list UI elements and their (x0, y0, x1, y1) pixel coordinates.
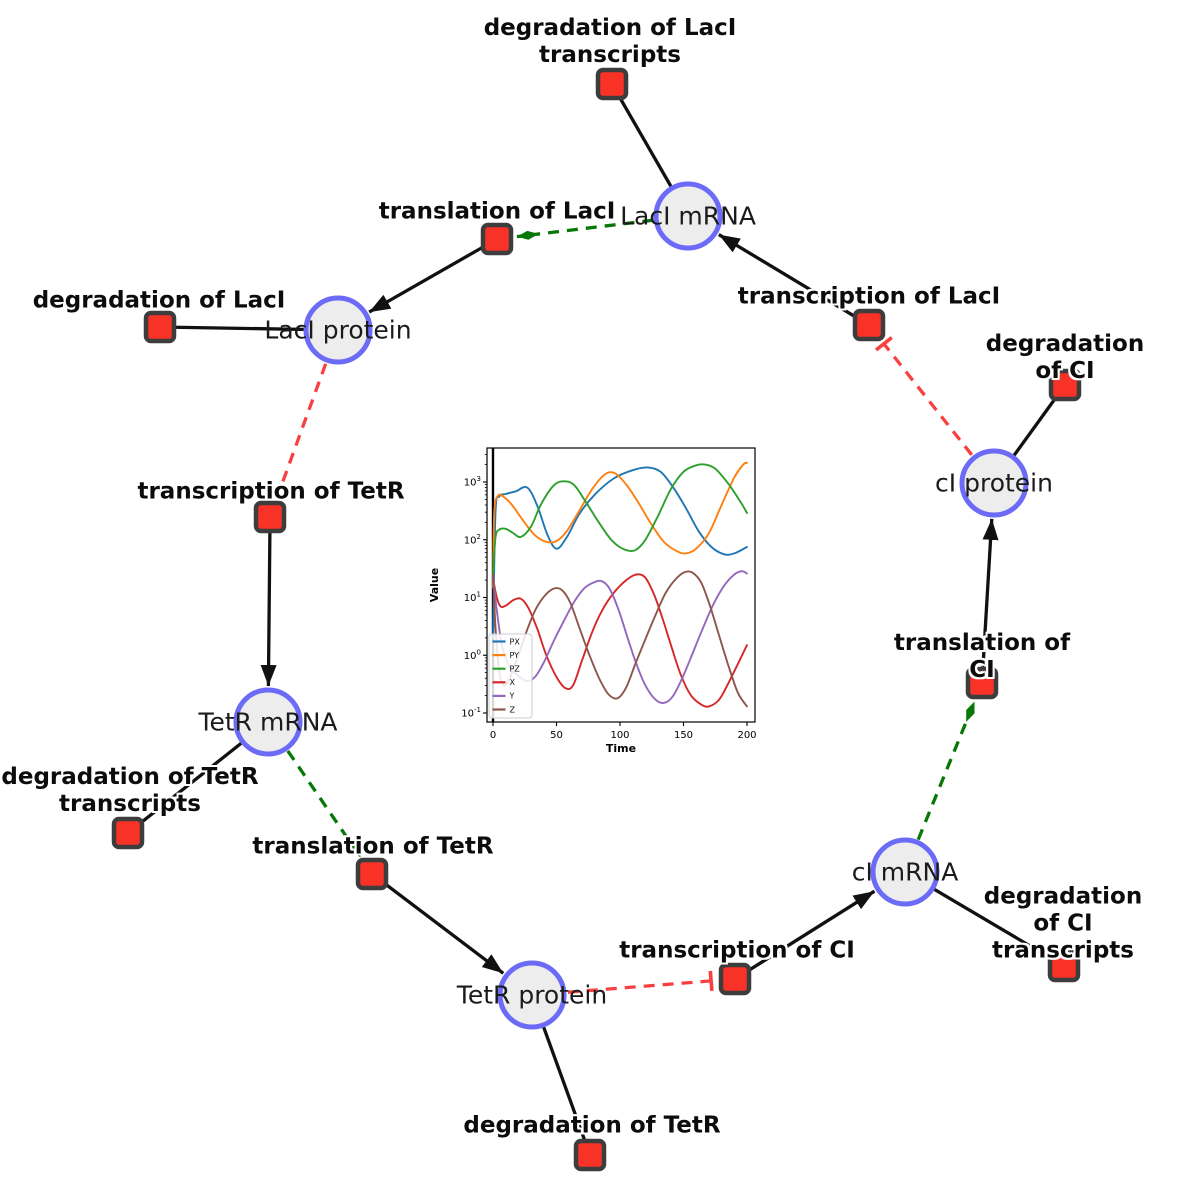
reaction-node-transcr_lacI (852, 308, 886, 342)
chart-xtick-label: 150 (674, 730, 693, 741)
species-node-cI_mRNA (870, 837, 940, 907)
reaction-node-transcr_tetR (253, 500, 287, 534)
edge-production-transl_lacI-lacI_protein (368, 245, 485, 314)
reaction-node-transl_lacI (480, 222, 514, 256)
chart-xtick-label: 100 (610, 730, 629, 741)
reaction-node-deg_cI_tr (1047, 949, 1081, 983)
edge-production-transcr_lacI-lacI_mRNA (717, 233, 858, 319)
reaction-node-deg_lacI_tr (595, 67, 629, 101)
chart-legend-entry: PY (510, 651, 520, 660)
chart-legend-entry: PZ (510, 665, 521, 674)
edge-catalysis-lacI_mRNA-transl_lacI (516, 218, 654, 240)
edge-production-transcr_tetR-tetR_mRNA (260, 531, 277, 687)
edge-production-transl_tetR-tetR_protein (383, 881, 505, 975)
chart-series-PZ (492, 463, 748, 576)
species-node-lacI_protein (303, 295, 373, 365)
species-node-lacI_mRNA (653, 181, 723, 251)
reaction-node-transl_cI (965, 666, 999, 700)
chart-legend: PX PY PZ XYZ (488, 633, 533, 719)
chart-ytick-label: 100 (464, 648, 481, 662)
chart-series-PX (492, 466, 748, 639)
edge-production-transl_cI-cI_protein (981, 518, 999, 669)
chart-series-PY (492, 461, 748, 589)
nodes-layer (111, 67, 1082, 1172)
chart-legend-entry: Z (510, 705, 516, 714)
chart-ytick-label: 10-1 (461, 706, 481, 720)
edge-inhibition-cI_protein-transcr_lacI (874, 336, 973, 456)
reaction-node-deg_tetR (573, 1138, 607, 1172)
chart-xtick-label: 0 (490, 730, 496, 741)
reaction-node-transl_tetR (355, 857, 389, 891)
edge-catalysis-tetR_mRNA-transl_tetR (286, 749, 363, 859)
edge-inhibition-tetR_protein-transcr_cI (567, 970, 714, 994)
reaction-node-transcr_cI (718, 962, 752, 996)
species-node-tetR_protein (497, 960, 567, 1030)
chart-xtick-label: 50 (550, 730, 563, 741)
edge-inhibition-lacI_protein-transcr_tetR (268, 363, 328, 500)
species-node-cI_protein (959, 448, 1029, 518)
edge-production-transcr_cI-cI_mRNA (746, 889, 876, 973)
chart-legend-entry: X (510, 678, 516, 687)
chart-legend-entry: PX (510, 637, 521, 646)
reaction-node-deg_lacI (143, 310, 177, 344)
chart-xlabel: Time (606, 742, 636, 755)
inset-chart: 10-1 100 101 102 103 0 50 100 150 200 Time Value PX P… (425, 435, 770, 760)
reaction-node-deg_cI (1048, 368, 1082, 402)
chart-legend-entry: Y (509, 692, 515, 701)
chart-ylabel: Value (428, 568, 441, 602)
species-node-tetR_mRNA (233, 687, 303, 757)
chart-series-X (492, 573, 748, 708)
reaction-node-deg_tetR_tr (111, 816, 145, 850)
chart-ytick-label: 103 (464, 475, 481, 489)
edge-catalysis-cI_mRNA-transl_cI (916, 700, 977, 841)
chart-xtick-label: 200 (737, 730, 756, 741)
chart-ytick-label: 101 (464, 591, 481, 605)
edges-layer (126, 83, 1067, 1156)
chart-ytick-label: 102 (464, 533, 481, 547)
